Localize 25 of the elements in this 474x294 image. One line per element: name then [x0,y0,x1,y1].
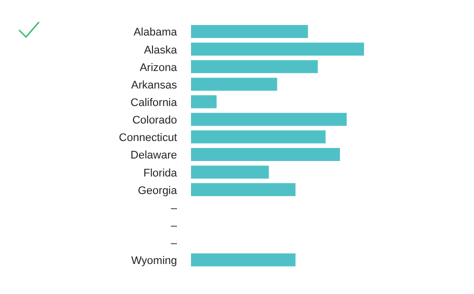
y-tick-label: – [170,238,178,250]
y-tick-label: Arkansas [131,79,178,92]
y-tick-label: Alabama [134,26,178,39]
y-tick-label: California [130,96,178,109]
bar [191,60,318,74]
y-tick-label: Alaska [144,44,178,56]
y-tick-label: Connecticut [118,132,177,144]
y-tick-label: Colorado [132,114,177,127]
y-tick-label: Delaware [130,150,177,162]
y-tick-label: Wyoming [131,255,177,268]
y-tick-label: Arizona [140,62,178,74]
bar [191,78,278,91]
bar [191,183,296,196]
y-tick-label: Georgia [138,184,178,197]
bar [191,148,340,161]
bar [191,42,364,56]
bar [191,112,347,126]
y-tick-label: – [170,202,178,214]
bar [191,95,217,108]
y-tick-label: Florida [143,167,178,180]
bar [191,130,326,144]
y-tick-label: – [170,220,178,232]
bar [191,25,308,38]
bar [191,253,296,266]
bar [191,166,269,179]
